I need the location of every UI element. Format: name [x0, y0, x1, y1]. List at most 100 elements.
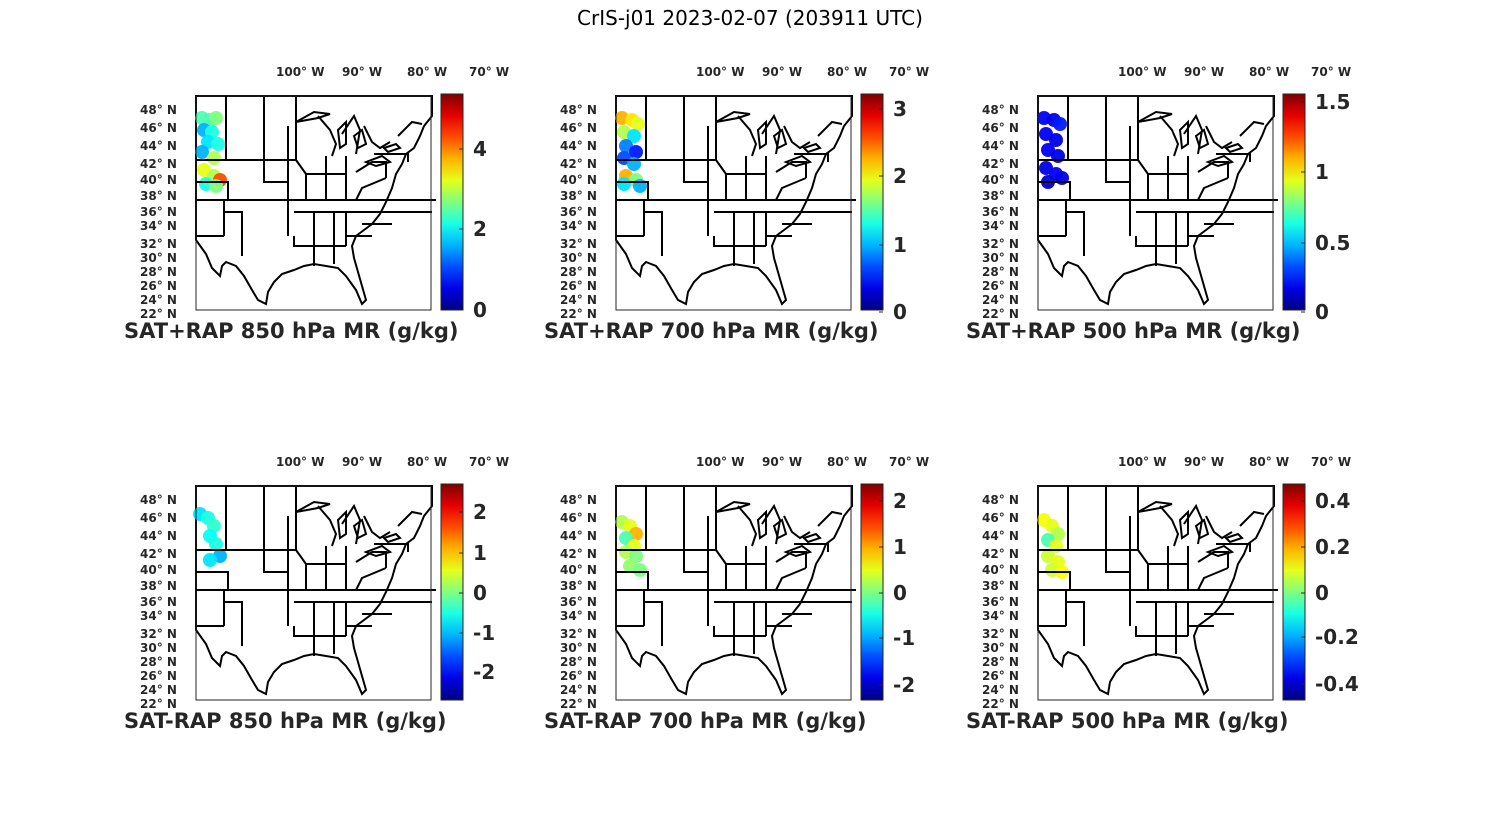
lat-label: 36° N	[982, 205, 1019, 219]
colorbar-tick-label: 0	[1315, 300, 1329, 324]
lat-label: 26° N	[140, 669, 177, 683]
lat-label: 32° N	[560, 627, 597, 641]
lat-label: 24° N	[982, 293, 1019, 307]
map-panel-1: 100° W 90° W 80° W 70° W 48° N 46° N 44° N 42° …	[118, 62, 518, 362]
colorbar-tick-label: 0	[1315, 581, 1329, 605]
lat-label: 40° N	[140, 173, 177, 187]
lat-label: 40° N	[982, 173, 1019, 187]
lat-label: 48° N	[140, 493, 177, 507]
lon-label: 90° W	[1184, 455, 1224, 469]
conus-map	[615, 485, 856, 701]
lon-label: 100° W	[1118, 455, 1166, 469]
lat-label: 38° N	[982, 579, 1019, 593]
colorbar	[860, 483, 884, 701]
lon-label: 70° W	[889, 455, 929, 469]
retrieval-pixel	[627, 129, 641, 143]
lat-label: 34° N	[982, 609, 1019, 623]
lon-label: 80° W	[827, 455, 867, 469]
lon-label: 100° W	[276, 455, 324, 469]
colorbar-tick-label: 2	[893, 489, 907, 513]
colorbar-tick-label: -0.4	[1315, 672, 1359, 696]
colorbar-tick-label: 1	[1315, 160, 1329, 184]
lat-label: 34° N	[560, 609, 597, 623]
colorbar-tick-label: 0	[893, 300, 907, 324]
colorbar-tick-label: 1.5	[1315, 90, 1350, 114]
colorbar-tick-label: -2	[473, 660, 495, 684]
conus-map	[615, 95, 856, 311]
retrieval-pixel	[629, 145, 643, 159]
colorbar-tick-label: 0.5	[1315, 231, 1350, 255]
lat-label: 44° N	[140, 139, 177, 153]
colorbar-tick-label: 4	[473, 137, 487, 161]
colorbar-tick-label: 0	[473, 581, 487, 605]
lon-label: 90° W	[342, 455, 382, 469]
lat-label: 28° N	[560, 655, 597, 669]
lat-label: 26° N	[982, 279, 1019, 293]
lat-label: 36° N	[140, 595, 177, 609]
colorbar-tick-label: 1	[473, 541, 487, 565]
lon-label: 100° W	[696, 455, 744, 469]
lat-label: 44° N	[982, 529, 1019, 543]
lat-label: 30° N	[560, 251, 597, 265]
panel-title: SAT+RAP 500 hPa MR (g/kg)	[966, 319, 1301, 343]
lat-label: 30° N	[982, 641, 1019, 655]
colorbar-tick-label: -1	[893, 626, 915, 650]
lat-label: 42° N	[982, 547, 1019, 561]
colorbar-tick-label: -2	[893, 673, 915, 697]
colorbar	[440, 483, 464, 701]
colorbar-tick-label: 2	[473, 500, 487, 524]
panel-title: SAT+RAP 700 hPa MR (g/kg)	[544, 319, 879, 343]
lat-label: 42° N	[140, 547, 177, 561]
lat-label: 38° N	[560, 189, 597, 203]
lat-label: 48° N	[982, 493, 1019, 507]
retrieval-pixel	[209, 537, 223, 551]
map-panel-5: 100° W 90° W 80° W 70° W 48° N 46° N 44° N 42° …	[538, 452, 938, 752]
figure-title: CrIS-j01 2023-02-07 (203911 UTC)	[577, 6, 923, 30]
lat-label: 46° N	[560, 511, 597, 525]
lon-label: 70° W	[1311, 455, 1351, 469]
lat-label: 30° N	[982, 251, 1019, 265]
lon-label: 90° W	[342, 65, 382, 79]
lat-label: 22° N	[560, 307, 597, 321]
lat-label: 36° N	[982, 595, 1019, 609]
lat-label: 34° N	[560, 219, 597, 233]
lat-label: 44° N	[560, 529, 597, 543]
map-plot: 100° W 90° W 80° W 70° W 48° N 46° N 44° N 42° …	[560, 65, 929, 324]
lat-label: 24° N	[140, 683, 177, 697]
colorbar-tick-label: 0	[893, 581, 907, 605]
lat-label: 48° N	[982, 103, 1019, 117]
lon-label: 70° W	[1311, 65, 1351, 79]
map-panel-3: 100° W 90° W 80° W 70° W 48° N 46° N 44° N 42° …	[960, 62, 1360, 362]
lat-label: 46° N	[140, 511, 177, 525]
lon-label: 70° W	[469, 455, 509, 469]
colorbar-tick-label: -1	[473, 621, 495, 645]
colorbar-tick-label: 0.4	[1315, 489, 1350, 513]
lat-label: 38° N	[982, 189, 1019, 203]
lat-label: 28° N	[140, 655, 177, 669]
lon-label: 80° W	[1249, 65, 1289, 79]
lat-label: 36° N	[560, 595, 597, 609]
lat-label: 22° N	[982, 697, 1019, 711]
map-plot: 100° W 90° W 80° W 70° W 48° N 46° N 44° N 42° …	[560, 455, 929, 711]
colorbar-tick-label: 1	[893, 233, 907, 257]
colorbar-tick-label: 2	[473, 217, 487, 241]
lat-label: 36° N	[140, 205, 177, 219]
lon-label: 80° W	[827, 65, 867, 79]
lat-label: 42° N	[560, 157, 597, 171]
retrieval-pixel	[211, 137, 225, 151]
lat-label: 46° N	[982, 121, 1019, 135]
lon-label: 80° W	[1249, 455, 1289, 469]
retrieval-pixel	[207, 151, 221, 165]
lon-label: 100° W	[276, 65, 324, 79]
map-plot: 100° W 90° W 80° W 70° W 48° N 46° N 44° N 42° …	[140, 65, 509, 322]
lat-label: 44° N	[140, 529, 177, 543]
colorbar-tick-label: 0.2	[1315, 535, 1350, 559]
colorbar-tick-label: 1	[893, 535, 907, 559]
lat-label: 48° N	[560, 103, 597, 117]
lat-label: 28° N	[560, 265, 597, 279]
map-panel-6: 100° W 90° W 80° W 70° W 48° N 46° N 44° N 42° …	[960, 452, 1360, 752]
lat-label: 24° N	[560, 293, 597, 307]
lat-label: 24° N	[140, 293, 177, 307]
retrieval-pixel	[195, 145, 209, 159]
retrieval-pixel	[1049, 133, 1063, 147]
